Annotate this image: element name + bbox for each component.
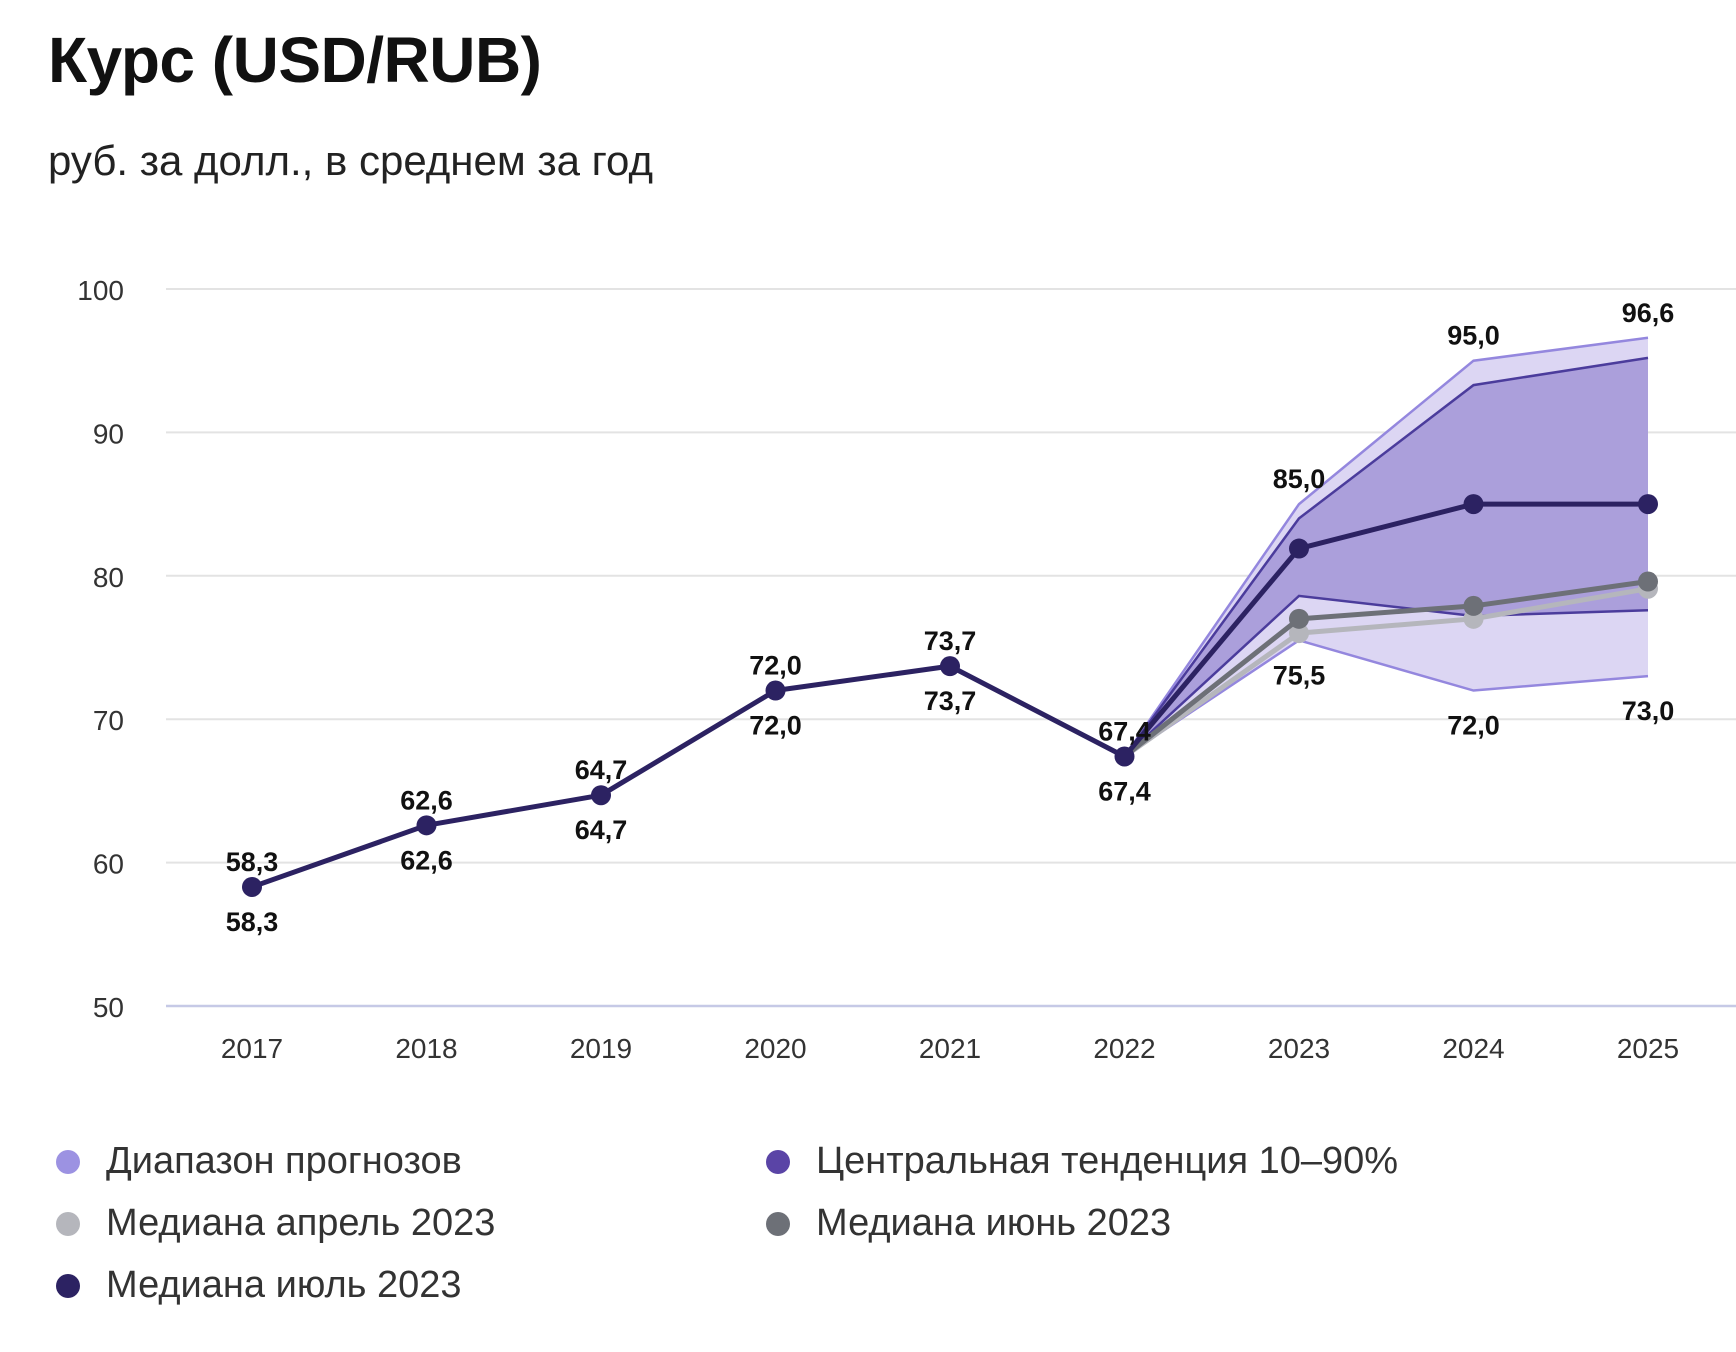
legend-item-central-tendency[interactable]: Центральная тенденция 10–90% — [766, 1140, 1398, 1183]
legend-dot-icon — [766, 1149, 790, 1174]
x-tick-label: 2024 — [1442, 1033, 1504, 1064]
data-label: 62,6 — [400, 845, 453, 875]
chart-legend: Диапазон прогнозов Центральная тенденция… — [56, 1140, 1556, 1340]
y-tick-label: 60 — [93, 849, 124, 880]
data-label: 85,0 — [1273, 464, 1326, 494]
forecast-range-lower-line — [1123, 638, 1649, 758]
x-tick-label: 2022 — [1093, 1033, 1155, 1064]
median-july-point — [1463, 494, 1484, 515]
data-label: 72,0 — [1447, 711, 1500, 741]
median-july-point — [940, 656, 960, 677]
legend-dot-icon — [56, 1211, 80, 1236]
x-tick-label: 2021 — [919, 1033, 981, 1064]
data-label: 67,4 — [1098, 776, 1151, 806]
data-label: 75,5 — [1273, 660, 1326, 690]
median-july-point — [765, 680, 786, 701]
line-chart: 50 60 70 80 90 100 2017 2018 2019 2020 2021 2022 202… — [77, 275, 1736, 1064]
median-july-point — [591, 785, 611, 806]
legend-item-forecast-range[interactable]: Диапазон прогнозов — [56, 1140, 462, 1183]
chart-title: Курс (USD/RUB) — [48, 24, 542, 96]
x-tick-label: 2020 — [744, 1033, 806, 1064]
median-july-point — [1114, 746, 1135, 767]
median-july-point — [242, 876, 262, 897]
y-tick-label: 70 — [93, 705, 124, 736]
central-tendency-lower-line — [1123, 594, 1649, 758]
legend-label: Диапазон прогнозов — [106, 1140, 462, 1182]
legend-dot-icon — [766, 1211, 790, 1236]
legend-label: Медиана июнь 2023 — [816, 1202, 1172, 1244]
data-label: 64,7 — [575, 815, 628, 845]
chart-subtitle: руб. за долл., в среднем за год — [48, 137, 654, 184]
data-label: 73,7 — [924, 626, 977, 656]
y-tick-label: 90 — [93, 418, 124, 449]
y-tick-label: 80 — [93, 562, 124, 593]
x-tick-label: 2018 — [395, 1033, 457, 1064]
legend-label: Медиана апрель 2023 — [106, 1202, 496, 1244]
median-june-point — [1289, 608, 1309, 629]
legend-item-median-july[interactable]: Медиана июль 2023 — [56, 1264, 462, 1307]
median-april-line — [1123, 586, 1649, 759]
legend-item-median-april[interactable]: Медиана апрель 2023 — [56, 1202, 495, 1245]
median-july-point — [416, 815, 437, 836]
forecast-range-upper-line — [1123, 336, 1649, 758]
x-tick-label: 2019 — [570, 1033, 632, 1064]
data-label: 96,6 — [1622, 298, 1675, 328]
x-tick-label: 2017 — [221, 1033, 283, 1064]
median-july-point — [1289, 538, 1309, 559]
median-april-point — [1289, 623, 1309, 644]
data-label: 58,3 — [226, 907, 279, 937]
legend-item-median-june[interactable]: Медиана июнь 2023 — [766, 1202, 1171, 1245]
legend-label: Центральная тенденция 10–90% — [816, 1140, 1399, 1182]
y-tick-label: 100 — [77, 275, 124, 306]
legend-label: Медиана июль 2023 — [106, 1264, 462, 1306]
central-tendency-upper-line — [1123, 356, 1649, 758]
data-label: 73,7 — [924, 686, 977, 716]
y-tick-label: 50 — [93, 992, 124, 1023]
data-label: 72,0 — [749, 711, 802, 741]
data-label: 67,4 — [1098, 716, 1151, 746]
data-label: 64,7 — [575, 755, 628, 785]
data-label: 73,0 — [1622, 696, 1675, 726]
x-tick-label: 2025 — [1617, 1033, 1679, 1064]
legend-dot-icon — [56, 1273, 80, 1298]
legend-dot-icon — [56, 1149, 80, 1174]
data-label: 72,0 — [749, 651, 802, 681]
x-tick-label: 2023 — [1268, 1033, 1330, 1064]
data-label: 58,3 — [226, 847, 279, 877]
central-tendency-area — [1124, 357, 1648, 757]
data-label: 95,0 — [1447, 321, 1500, 351]
data-label: 62,6 — [400, 785, 453, 815]
median-june-point — [1638, 571, 1658, 592]
median-june-point — [1463, 595, 1484, 616]
median-july-point — [1638, 494, 1658, 515]
median-june-line — [1122, 579, 1649, 759]
